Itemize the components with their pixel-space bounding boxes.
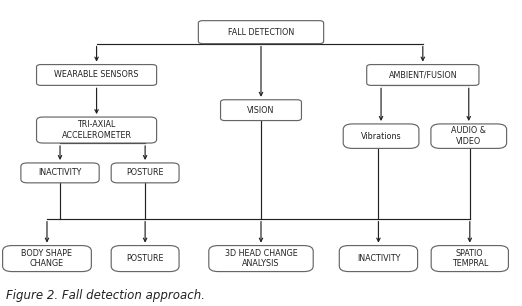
FancyBboxPatch shape [21, 163, 99, 183]
Text: 3D HEAD CHANGE
ANALYSIS: 3D HEAD CHANGE ANALYSIS [224, 249, 298, 268]
Text: SPATIO
TEMPRAL: SPATIO TEMPRAL [452, 249, 488, 268]
FancyBboxPatch shape [343, 124, 419, 148]
FancyBboxPatch shape [37, 117, 157, 143]
FancyBboxPatch shape [431, 245, 508, 272]
Text: POSTURE: POSTURE [126, 168, 164, 177]
Text: WEARABLE SENSORS: WEARABLE SENSORS [54, 70, 139, 80]
FancyBboxPatch shape [209, 245, 313, 272]
FancyBboxPatch shape [111, 163, 179, 183]
Text: BODY SHAPE
CHANGE: BODY SHAPE CHANGE [21, 249, 73, 268]
Text: Vibrations: Vibrations [361, 132, 401, 141]
Text: POSTURE: POSTURE [126, 254, 164, 263]
FancyBboxPatch shape [3, 245, 91, 272]
FancyBboxPatch shape [220, 100, 301, 121]
FancyBboxPatch shape [339, 245, 418, 272]
FancyBboxPatch shape [431, 124, 506, 148]
Text: TRI-AXIAL
ACCELEROMETER: TRI-AXIAL ACCELEROMETER [62, 120, 132, 140]
FancyBboxPatch shape [198, 21, 324, 43]
Text: FALL DETECTION: FALL DETECTION [228, 28, 294, 37]
FancyBboxPatch shape [366, 65, 479, 85]
Text: VISION: VISION [247, 106, 275, 115]
FancyBboxPatch shape [37, 65, 157, 85]
Text: INACTIVITY: INACTIVITY [38, 168, 82, 177]
Text: AUDIO &
VIDEO: AUDIO & VIDEO [451, 126, 487, 146]
FancyBboxPatch shape [111, 245, 179, 272]
Text: Figure 2. Fall detection approach.: Figure 2. Fall detection approach. [6, 289, 205, 302]
Text: INACTIVITY: INACTIVITY [357, 254, 400, 263]
Text: AMBIENT/FUSION: AMBIENT/FUSION [388, 70, 457, 80]
